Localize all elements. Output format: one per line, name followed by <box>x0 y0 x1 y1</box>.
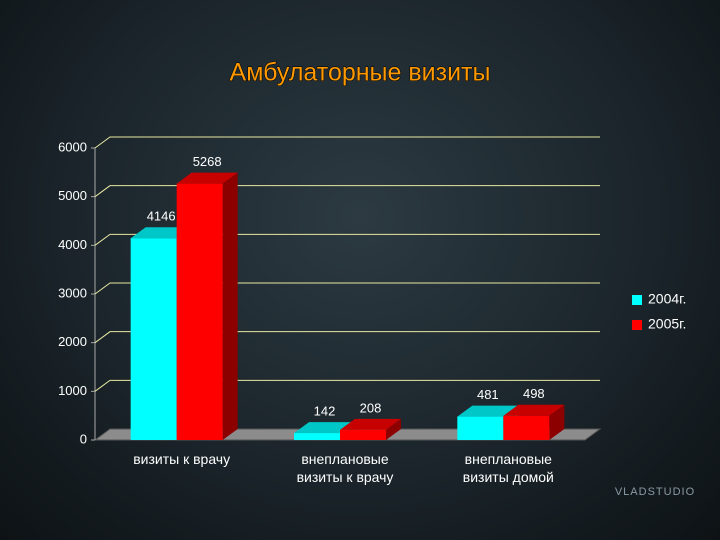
bar <box>130 238 177 440</box>
bar-side <box>222 172 238 440</box>
bar-top <box>294 422 355 434</box>
data-label: 4146 <box>147 209 176 224</box>
bar <box>176 183 223 440</box>
bar <box>503 415 550 440</box>
x-tick-label: внеплановые визиты к врачу <box>296 451 394 485</box>
data-label: 208 <box>360 400 382 415</box>
bar-top <box>503 404 565 416</box>
grid-line <box>94 233 600 246</box>
grid-line <box>94 185 600 198</box>
legend-label: 2004г. <box>648 291 686 307</box>
bar <box>294 433 340 440</box>
y-tick-label: 1000 <box>58 383 87 398</box>
y-tick-label: 6000 <box>58 139 87 154</box>
chart-title: Амбулаторные визиты <box>230 59 491 87</box>
y-tick-label: 3000 <box>58 285 87 300</box>
bar-side <box>549 404 565 440</box>
data-label: 498 <box>523 386 545 401</box>
x-tick-label: внеплановые визиты домой <box>462 451 554 485</box>
bar-top <box>176 172 238 184</box>
legend-swatch <box>632 320 642 330</box>
grid-line <box>94 379 600 392</box>
bar <box>457 416 504 440</box>
data-label: 481 <box>477 387 499 402</box>
x-tick-label: визиты к врачу <box>133 451 231 467</box>
legend-swatch <box>632 295 642 305</box>
grid-line <box>94 282 600 295</box>
legend-label: 2005г. <box>648 316 686 332</box>
bar-top <box>457 405 519 417</box>
watermark: VLADSTUDIO <box>615 486 695 498</box>
bar <box>340 429 386 440</box>
grid-line <box>94 331 600 344</box>
y-tick-label: 5000 <box>58 188 87 203</box>
grid-line <box>94 136 600 149</box>
y-tick-label: 4000 <box>58 237 87 252</box>
bar-top <box>130 227 192 239</box>
data-label: 5268 <box>193 154 222 169</box>
bar-side <box>386 418 401 440</box>
data-label: 142 <box>314 404 336 419</box>
y-tick-label: 2000 <box>58 334 87 349</box>
y-tick-label: 0 <box>80 431 87 446</box>
bar-top <box>340 418 401 430</box>
